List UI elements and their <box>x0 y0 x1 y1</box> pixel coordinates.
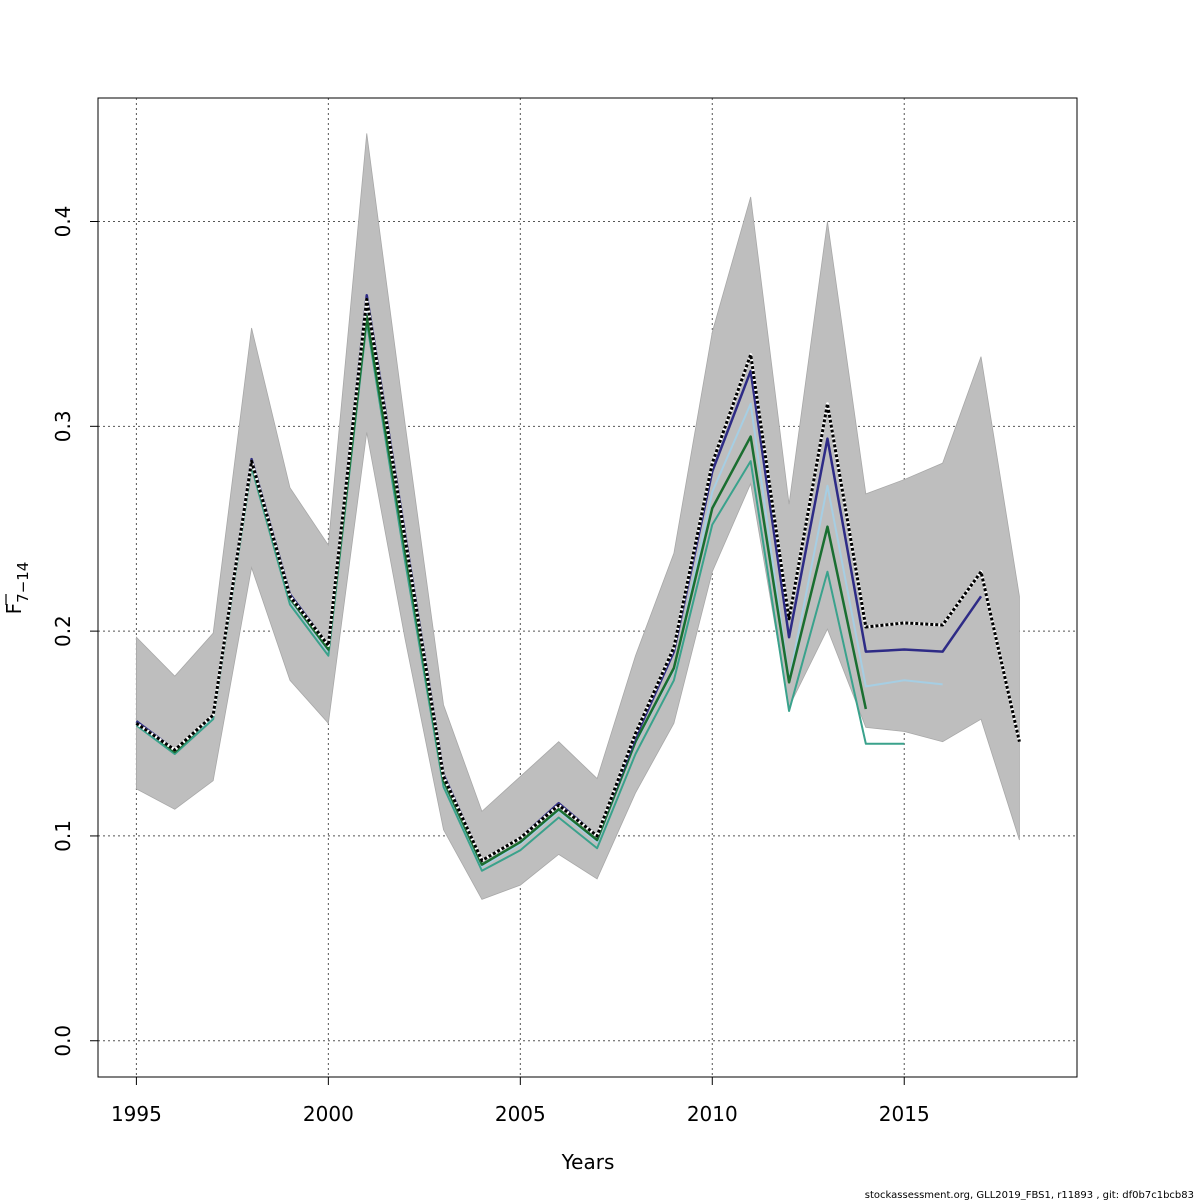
series-line-5 <box>135 297 1021 863</box>
y-tick-label: 0.3 <box>51 410 75 442</box>
confidence-band-layer <box>135 133 1020 900</box>
y-axis-title-main: F <box>2 603 26 615</box>
confidence-band <box>135 133 1020 900</box>
x-tick-label: 2005 <box>495 1102 546 1126</box>
y-axis-title: F7−14 <box>2 562 32 615</box>
x-axis-title: Years <box>561 1150 615 1174</box>
x-axis: 1995 2000 2005 2010 2015 <box>111 1077 930 1126</box>
svg-text:F7−14: F7−14 <box>2 562 32 615</box>
y-tick-label: 0.0 <box>51 1025 75 1057</box>
series-layer <box>135 293 1021 872</box>
plot-frame <box>97 97 1078 1078</box>
y-axis-title-subscript: 7−14 <box>14 562 32 603</box>
x-tick-label: 2015 <box>879 1102 930 1126</box>
x-tick-label: 2000 <box>303 1102 354 1126</box>
y-tick-label: 0.1 <box>51 820 75 852</box>
x-tick-label: 1995 <box>111 1102 162 1126</box>
footer-note: stockassessment.org, GLL2019_FBS1, r1189… <box>865 1190 1194 1200</box>
y-axis: 0.0 0.1 0.2 0.3 0.4 <box>51 206 98 1057</box>
y-tick-label: 0.2 <box>51 615 75 647</box>
y-tick-label: 0.4 <box>51 206 75 238</box>
x-tick-label: 2010 <box>687 1102 738 1126</box>
series-line-2 <box>135 320 905 872</box>
